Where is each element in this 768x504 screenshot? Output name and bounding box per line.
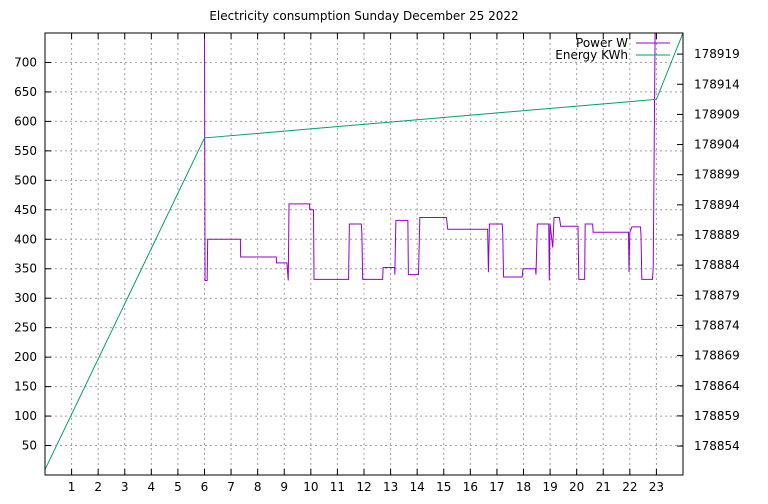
plot-area xyxy=(44,32,684,470)
y-left-tick-label: 50 xyxy=(22,439,37,453)
y-axis-right: 178854 178859 178864 178869 178874 178879 1788… xyxy=(677,47,740,453)
x-tick-label: 16 xyxy=(463,480,478,494)
x-tick-label: 14 xyxy=(410,480,425,494)
x-tick-label: 18 xyxy=(516,480,531,494)
x-axis: 1 2 3 4 5 6 7 8 9 10 11 12 13 14 15 16 17 18 19 20 21 22 23 xyxy=(68,33,664,494)
y-right-tick-label: 178884 xyxy=(694,258,740,272)
y-left-tick-label: 700 xyxy=(14,55,37,69)
x-tick-label: 9 xyxy=(280,480,288,494)
y-left-tick-label: 400 xyxy=(14,232,37,246)
x-tick-label: 2 xyxy=(94,480,102,494)
y-left-tick-label: 250 xyxy=(14,321,37,335)
x-tick-label: 1 xyxy=(68,480,76,494)
x-tick-label: 19 xyxy=(542,480,557,494)
y-left-tick-label: 150 xyxy=(14,380,37,394)
y-right-tick-label: 178864 xyxy=(694,379,740,393)
x-tick-label: 21 xyxy=(596,480,611,494)
y-right-tick-label: 178879 xyxy=(694,288,740,302)
x-tick-label: 4 xyxy=(148,480,156,494)
x-tick-label: 17 xyxy=(489,480,504,494)
y-left-tick-label: 450 xyxy=(14,203,37,217)
y-right-tick-label: 178914 xyxy=(694,77,740,91)
x-tick-label: 15 xyxy=(436,480,451,494)
y-left-tick-label: 600 xyxy=(14,114,37,128)
y-left-tick-label: 650 xyxy=(14,85,37,99)
x-tick-label: 20 xyxy=(569,480,584,494)
x-tick-label: 6 xyxy=(201,480,209,494)
y-left-tick-label: 550 xyxy=(14,144,37,158)
y-right-tick-label: 178899 xyxy=(694,168,740,182)
legend: Power W Energy KWh xyxy=(555,36,670,62)
y-right-tick-label: 178919 xyxy=(694,47,740,61)
series-line-energy xyxy=(44,32,684,470)
x-tick-label: 10 xyxy=(303,480,318,494)
x-tick-label: 5 xyxy=(174,480,182,494)
x-tick-label: 11 xyxy=(330,480,345,494)
y-right-tick-label: 178874 xyxy=(694,318,740,332)
y-right-tick-label: 178889 xyxy=(694,228,740,242)
grid-lines xyxy=(45,33,683,475)
x-tick-label: 22 xyxy=(622,480,637,494)
x-tick-label: 3 xyxy=(121,480,129,494)
series-line-power xyxy=(204,32,657,282)
y-right-tick-label: 178854 xyxy=(694,439,740,453)
x-tick-label: 13 xyxy=(383,480,398,494)
y-left-tick-label: 300 xyxy=(14,291,37,305)
y-right-tick-label: 178869 xyxy=(694,349,740,363)
y-right-tick-label: 178859 xyxy=(694,409,740,423)
y-left-tick-label: 100 xyxy=(14,409,37,423)
x-tick-label: 7 xyxy=(227,480,235,494)
x-tick-label: 8 xyxy=(254,480,262,494)
y-left-tick-label: 200 xyxy=(14,350,37,364)
plot-frame xyxy=(44,32,684,476)
y-axis-left: 50 100 150 200 250 300 350 400 450 500 550 600 650 70… xyxy=(14,55,51,453)
y-left-tick-label: 500 xyxy=(14,173,37,187)
chart-title: Electricity consumption Sunday December … xyxy=(209,9,518,23)
y-left-tick-label: 350 xyxy=(14,262,37,276)
legend-label-power: Power W xyxy=(576,36,628,50)
y-right-tick-label: 178904 xyxy=(694,138,740,152)
y-right-tick-label: 178894 xyxy=(694,198,740,212)
legend-label-energy: Energy KWh xyxy=(555,48,628,62)
y-right-tick-label: 178909 xyxy=(694,107,740,121)
x-tick-label: 23 xyxy=(649,480,664,494)
x-tick-label: 12 xyxy=(356,480,371,494)
